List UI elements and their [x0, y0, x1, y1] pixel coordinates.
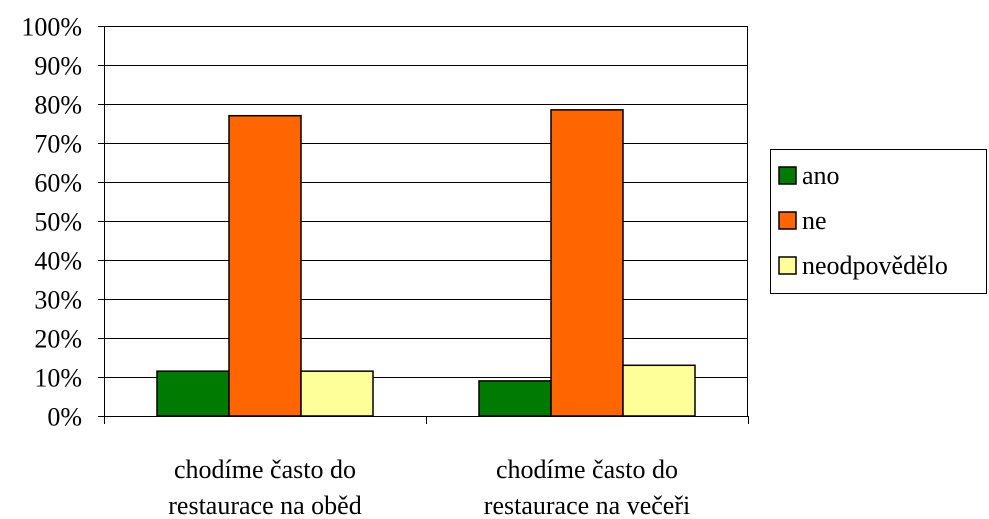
legend-label: ano: [802, 161, 840, 190]
bar-neodpovědělo: [622, 364, 696, 417]
x-category-label: restaurace na oběd: [168, 491, 361, 519]
x-category-label: chodíme často do: [174, 455, 356, 484]
bars: [156, 109, 696, 417]
y-tick-label: 40%: [34, 247, 82, 276]
x-category-label: chodíme často do: [496, 455, 678, 484]
y-tick-label: 20%: [34, 325, 82, 354]
y-tick-label: 0%: [47, 403, 82, 432]
x-category-labels: chodíme často do restaurace na oběd chodím…: [168, 455, 690, 519]
legend: ano ne neodpovědělo: [770, 149, 987, 294]
y-tick-label: 80%: [34, 91, 82, 120]
bar-neodpovědělo: [300, 370, 374, 417]
y-tick-label: 70%: [34, 130, 82, 159]
gridlines: [104, 26, 748, 378]
legend-swatch-neodpovědělo: [778, 256, 797, 275]
bar-ano: [478, 380, 552, 417]
legend-box: [770, 149, 987, 294]
x-category-label: restaurace na večeři: [484, 491, 690, 519]
y-tick-label: 50%: [34, 208, 82, 237]
y-tick-labels: 0% 10% 20% 30% 40% 50% 60% 70% 80% 90% 100%: [21, 13, 82, 432]
legend-swatch-ano: [778, 166, 797, 185]
bar-ano: [156, 370, 230, 417]
y-tick-label: 30%: [34, 286, 82, 315]
y-tick-label: 100%: [21, 13, 82, 42]
bar-ne: [228, 114, 302, 417]
y-tick-label: 60%: [34, 169, 82, 198]
y-tick-label: 10%: [34, 364, 82, 393]
legend-swatch-ne: [778, 211, 797, 230]
bar-ne: [550, 109, 624, 417]
axes: [98, 26, 749, 424]
legend-label: ne: [802, 206, 827, 235]
legend-label: neodpovědělo: [802, 251, 948, 280]
y-tick-label: 90%: [34, 52, 82, 81]
